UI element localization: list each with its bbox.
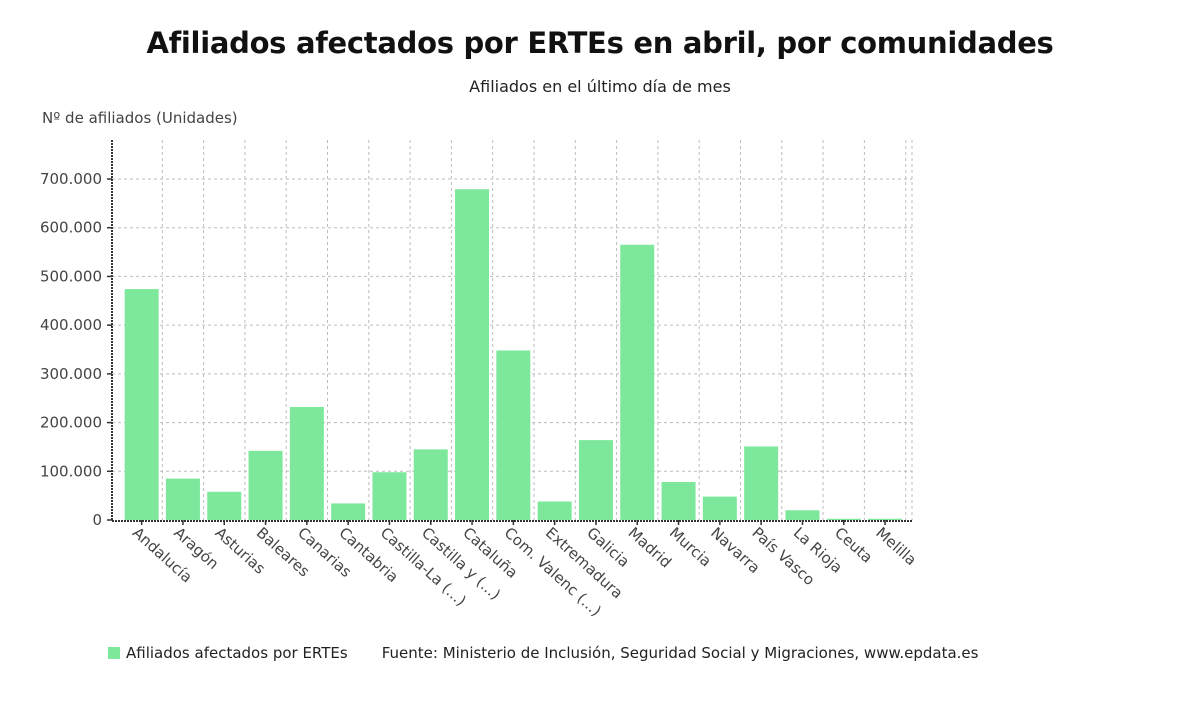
y-tick-label: 500.000 — [40, 267, 102, 285]
bar[interactable] — [868, 518, 903, 520]
axes — [107, 140, 912, 525]
legend-label: Afiliados afectados por ERTEs — [126, 644, 348, 662]
chart-title: Afiliados afectados por ERTEs en abril, … — [146, 26, 1054, 60]
bar[interactable] — [702, 496, 737, 520]
grid-lines — [112, 140, 913, 520]
x-tick-label: Melilla — [872, 524, 920, 570]
legend-swatch — [108, 647, 120, 659]
x-tick-label: Madrid — [625, 524, 675, 572]
y-tick-label: 100.000 — [40, 462, 102, 480]
bar[interactable] — [620, 244, 655, 520]
x-tick-label: Murcia — [666, 524, 715, 571]
bar[interactable] — [578, 440, 613, 520]
y-tick-labels: 0 100.000 200.000 300.000 400.000 500.000 600.… — [40, 170, 102, 529]
y-tick-label: 200.000 — [40, 414, 102, 432]
legend: Afiliados afectados por ERTEs Fuente: Mi… — [108, 644, 978, 662]
y-tick-label: 700.000 — [40, 170, 102, 188]
bar[interactable] — [455, 189, 490, 521]
bar[interactable] — [331, 503, 366, 520]
y-tick-label: 600.000 — [40, 219, 102, 237]
y-axis-label: Nº de afiliados (Unidades) — [42, 109, 238, 127]
x-tick-labels: AndalucíaAragónAsturiasBalearesCanariasC… — [129, 524, 920, 620]
bar[interactable] — [826, 518, 861, 520]
bar[interactable] — [289, 406, 324, 520]
bar[interactable] — [165, 478, 200, 520]
bar[interactable] — [661, 482, 696, 520]
bar[interactable] — [496, 350, 531, 520]
y-tick-label: 300.000 — [40, 365, 102, 383]
y-tick-label: 400.000 — [40, 316, 102, 334]
bar[interactable] — [124, 289, 159, 520]
bars — [124, 189, 903, 521]
chart-subtitle: Afiliados en el último día de mes — [469, 77, 731, 96]
bar[interactable] — [744, 446, 779, 520]
bar[interactable] — [785, 510, 820, 520]
bar[interactable] — [413, 449, 448, 520]
bar[interactable] — [537, 501, 572, 520]
bar[interactable] — [248, 450, 283, 520]
source-note: Fuente: Ministerio de Inclusión, Segurid… — [381, 644, 979, 662]
bar[interactable] — [372, 472, 407, 520]
y-tick-label: 0 — [92, 511, 102, 529]
bar[interactable] — [207, 491, 242, 520]
